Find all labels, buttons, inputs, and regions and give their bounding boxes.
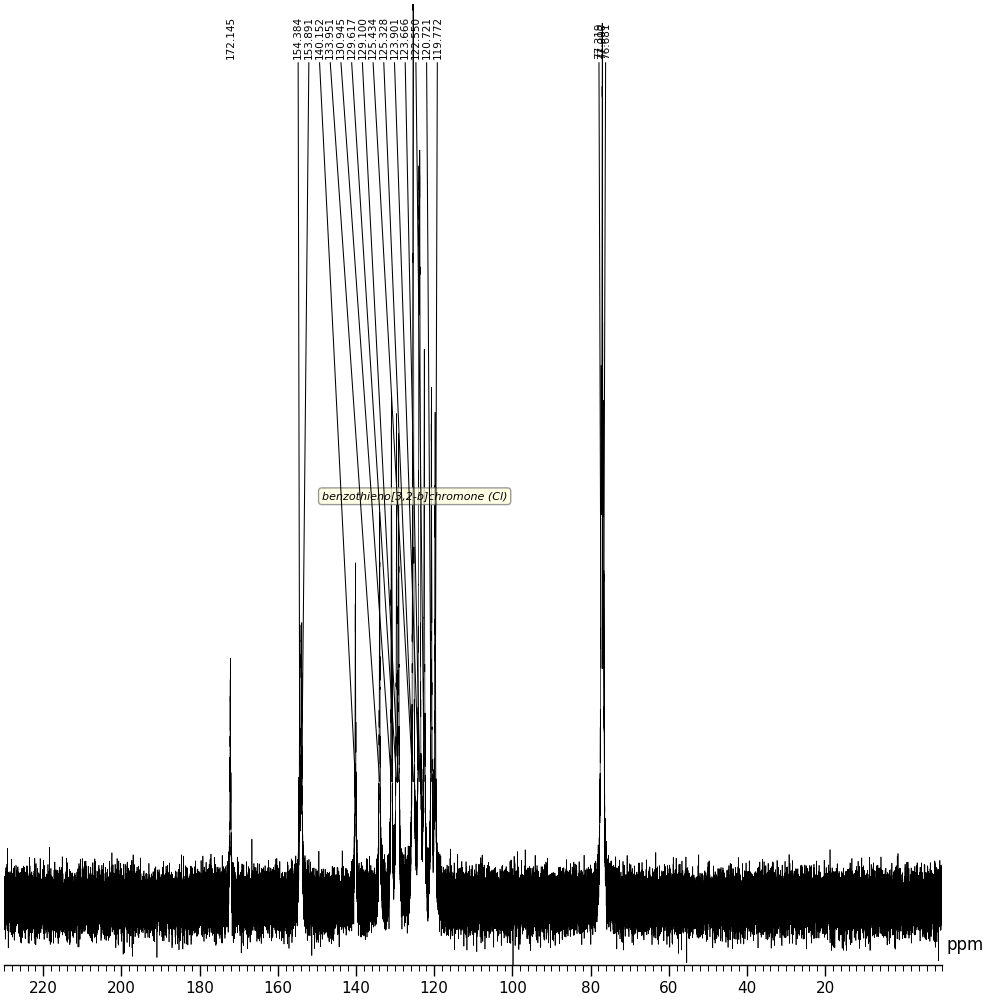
Text: 77.319: 77.319 (594, 22, 603, 59)
Text: 172.145: 172.145 (225, 16, 235, 59)
Text: 154.384: 154.384 (293, 16, 303, 59)
Text: ppm: ppm (946, 936, 983, 954)
Text: 123.666: 123.666 (399, 16, 410, 59)
Text: 122.550: 122.550 (410, 16, 420, 59)
Text: 129.617: 129.617 (346, 16, 356, 59)
Text: 133.951: 133.951 (325, 16, 335, 59)
Text: 140.152: 140.152 (315, 16, 324, 59)
Text: 153.891: 153.891 (304, 16, 314, 59)
Text: 130.945: 130.945 (335, 16, 346, 59)
Text: benzothieno[3,2-b]chromone (Cl): benzothieno[3,2-b]chromone (Cl) (321, 491, 507, 501)
Text: 129.100: 129.100 (357, 16, 367, 59)
Text: 125.328: 125.328 (379, 16, 388, 59)
Text: 119.772: 119.772 (432, 16, 442, 59)
Text: 77.000: 77.000 (597, 23, 606, 59)
Text: 76.681: 76.681 (600, 22, 610, 59)
Text: 123.901: 123.901 (389, 16, 399, 59)
Text: 120.721: 120.721 (421, 16, 431, 59)
Text: 125.434: 125.434 (368, 16, 378, 59)
